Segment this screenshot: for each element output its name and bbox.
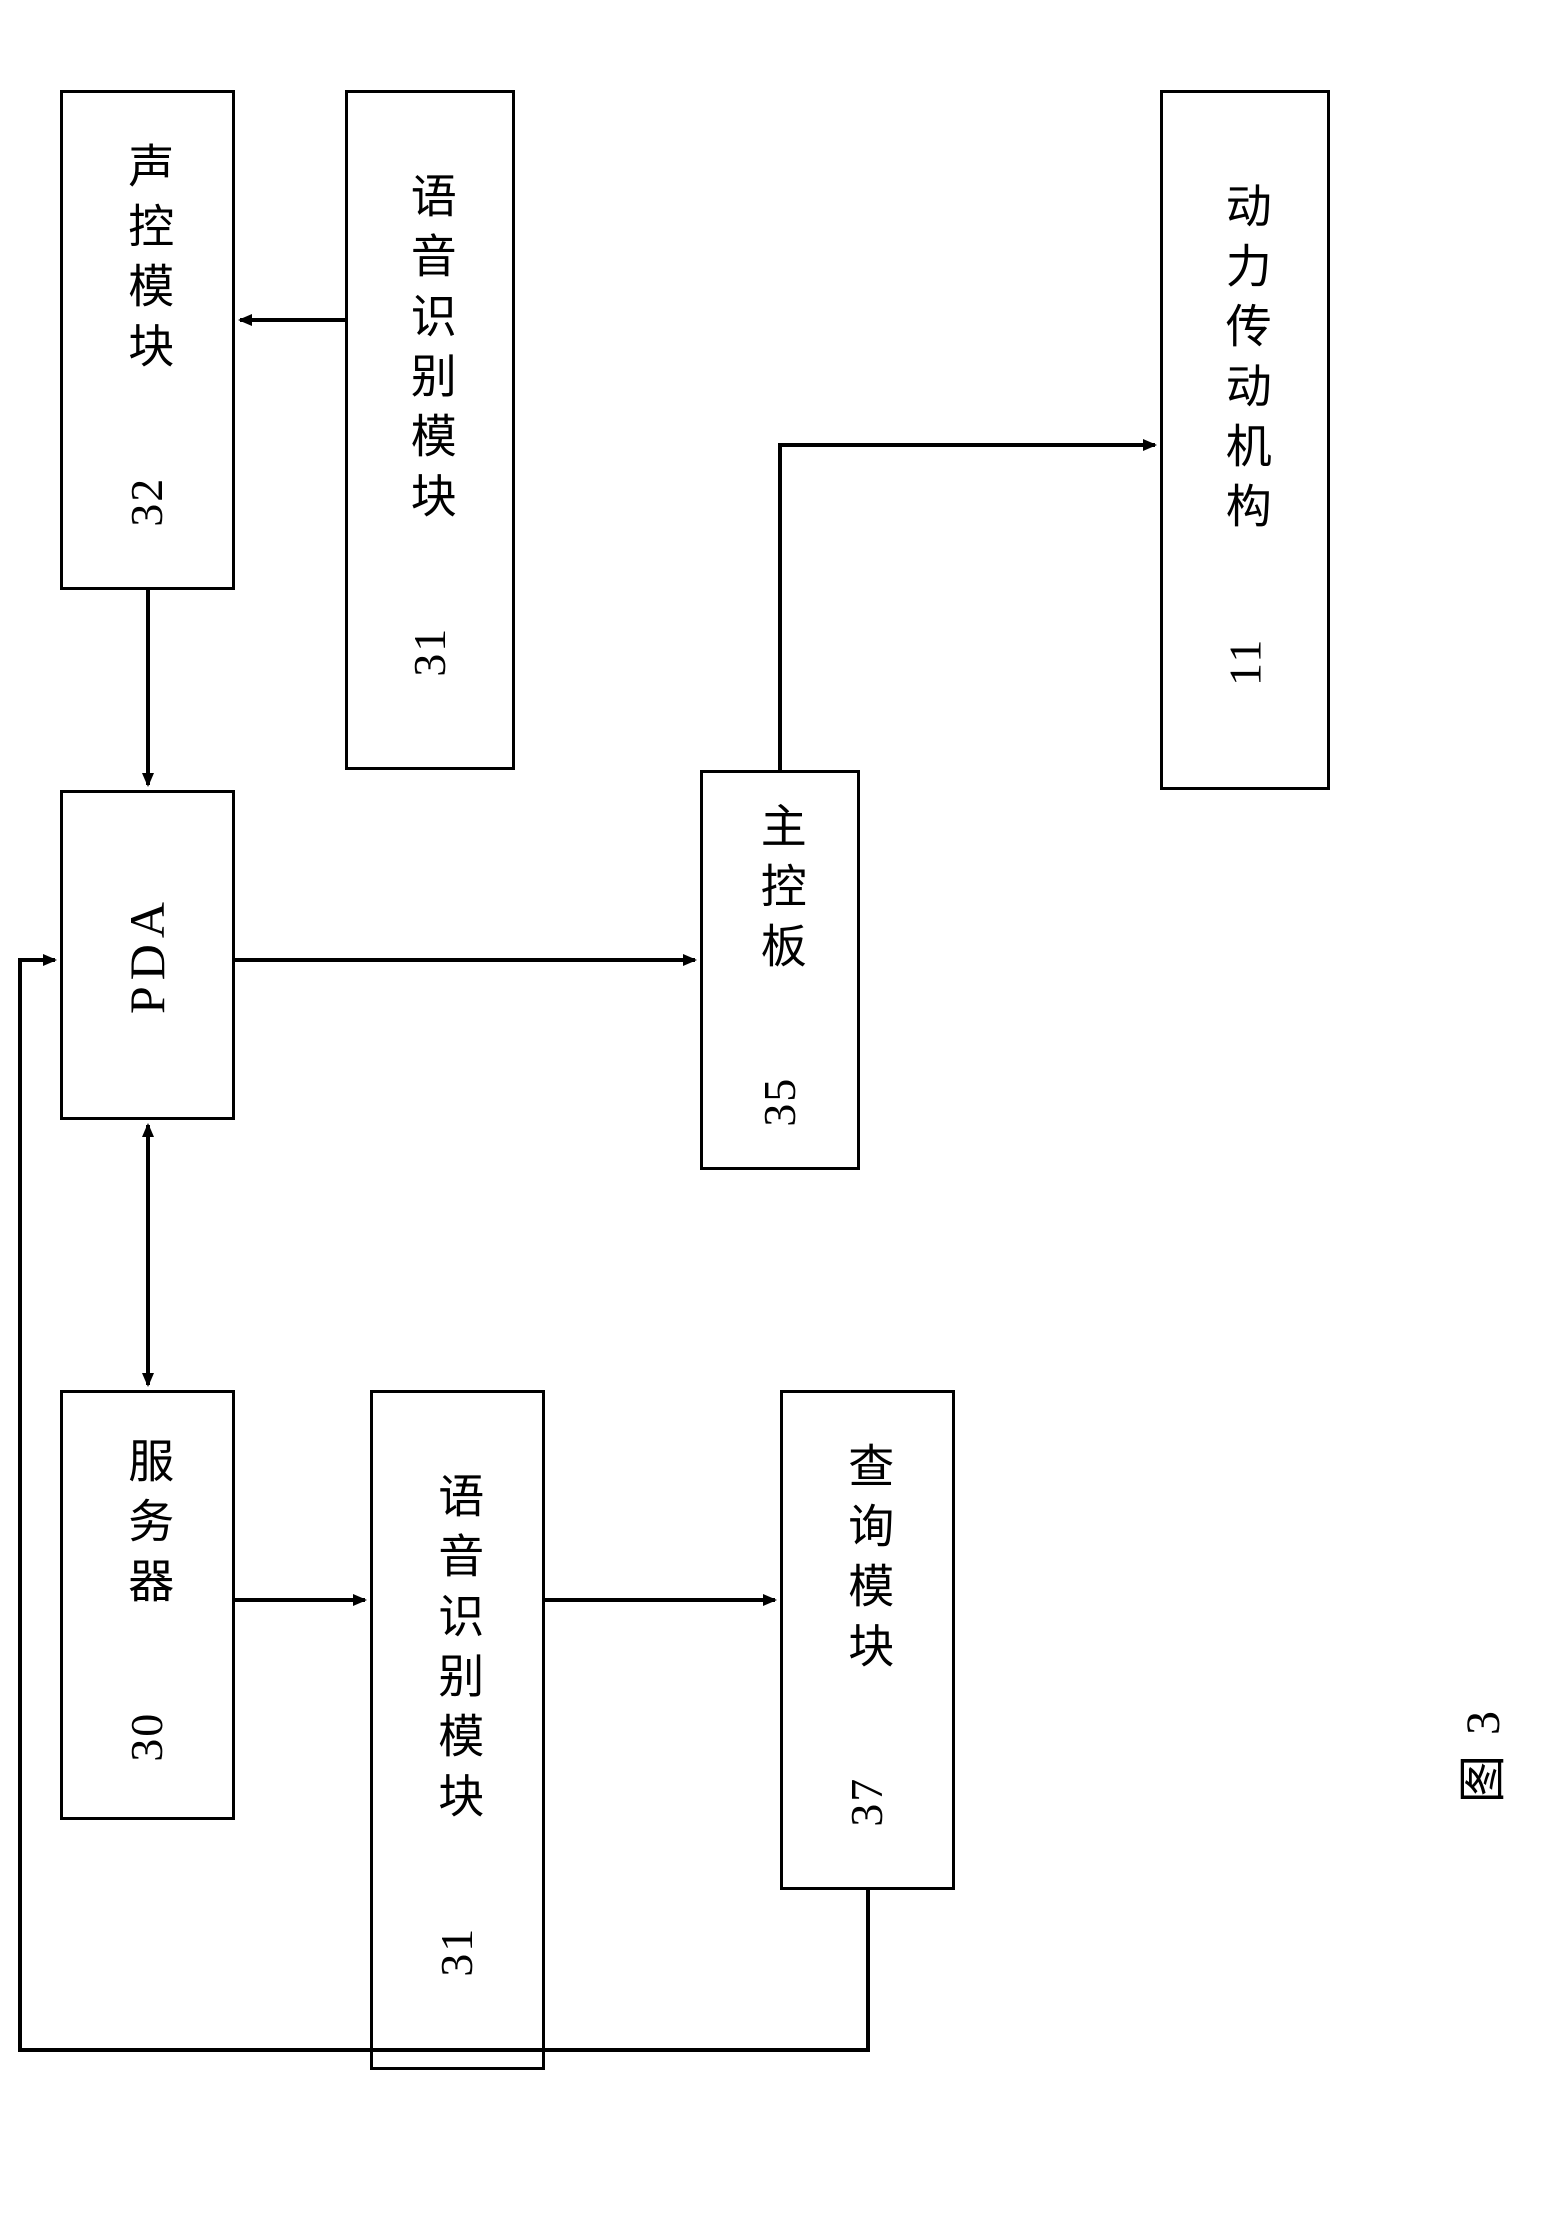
node-label: 主控板 35 — [743, 802, 817, 1139]
node-server: 服务器 30 — [60, 1390, 235, 1820]
label-number: 11 — [1208, 637, 1282, 685]
label-number: 31 — [393, 627, 467, 677]
node-sound-control: 声控模块 32 — [60, 90, 235, 590]
node-label: 语音识别模块 31 — [393, 172, 467, 689]
label-text: 主控板 — [755, 802, 806, 982]
edge — [780, 445, 1155, 770]
node-label: 查询模块 37 — [831, 1442, 905, 1839]
node-pda: PDA — [60, 790, 235, 1120]
label-text: 语音识别模块 — [432, 1472, 483, 1832]
node-voice-recognition-bottom: 语音识别模块 31 — [370, 1390, 545, 2070]
label-number: 30 — [111, 1712, 185, 1762]
label-text: 语音识别模块 — [405, 172, 456, 532]
label-text: 声控模块 — [122, 142, 173, 382]
label-text: 查询模块 — [842, 1442, 893, 1682]
node-label: 动力传动机构 11 — [1208, 182, 1282, 699]
node-label: 声控模块 32 — [111, 142, 185, 539]
node-label: 服务器 30 — [111, 1437, 185, 1774]
node-label: PDA — [119, 896, 177, 1014]
figure-caption: 图 3 — [1443, 1707, 1513, 1803]
label-number: 32 — [111, 477, 185, 527]
label-number: 37 — [831, 1777, 905, 1827]
node-power-transmission: 动力传动机构 11 — [1160, 90, 1330, 790]
label-number: 31 — [421, 1927, 495, 1977]
label-text: 服务器 — [122, 1437, 173, 1617]
node-voice-recognition-top: 语音识别模块 31 — [345, 90, 515, 770]
label-text: 动力传动机构 — [1220, 182, 1271, 542]
node-main-control-board: 主控板 35 — [700, 770, 860, 1170]
node-query-module: 查询模块 37 — [780, 1390, 955, 1890]
node-label: 语音识别模块 31 — [421, 1472, 495, 1989]
label-number: 35 — [743, 1077, 817, 1127]
